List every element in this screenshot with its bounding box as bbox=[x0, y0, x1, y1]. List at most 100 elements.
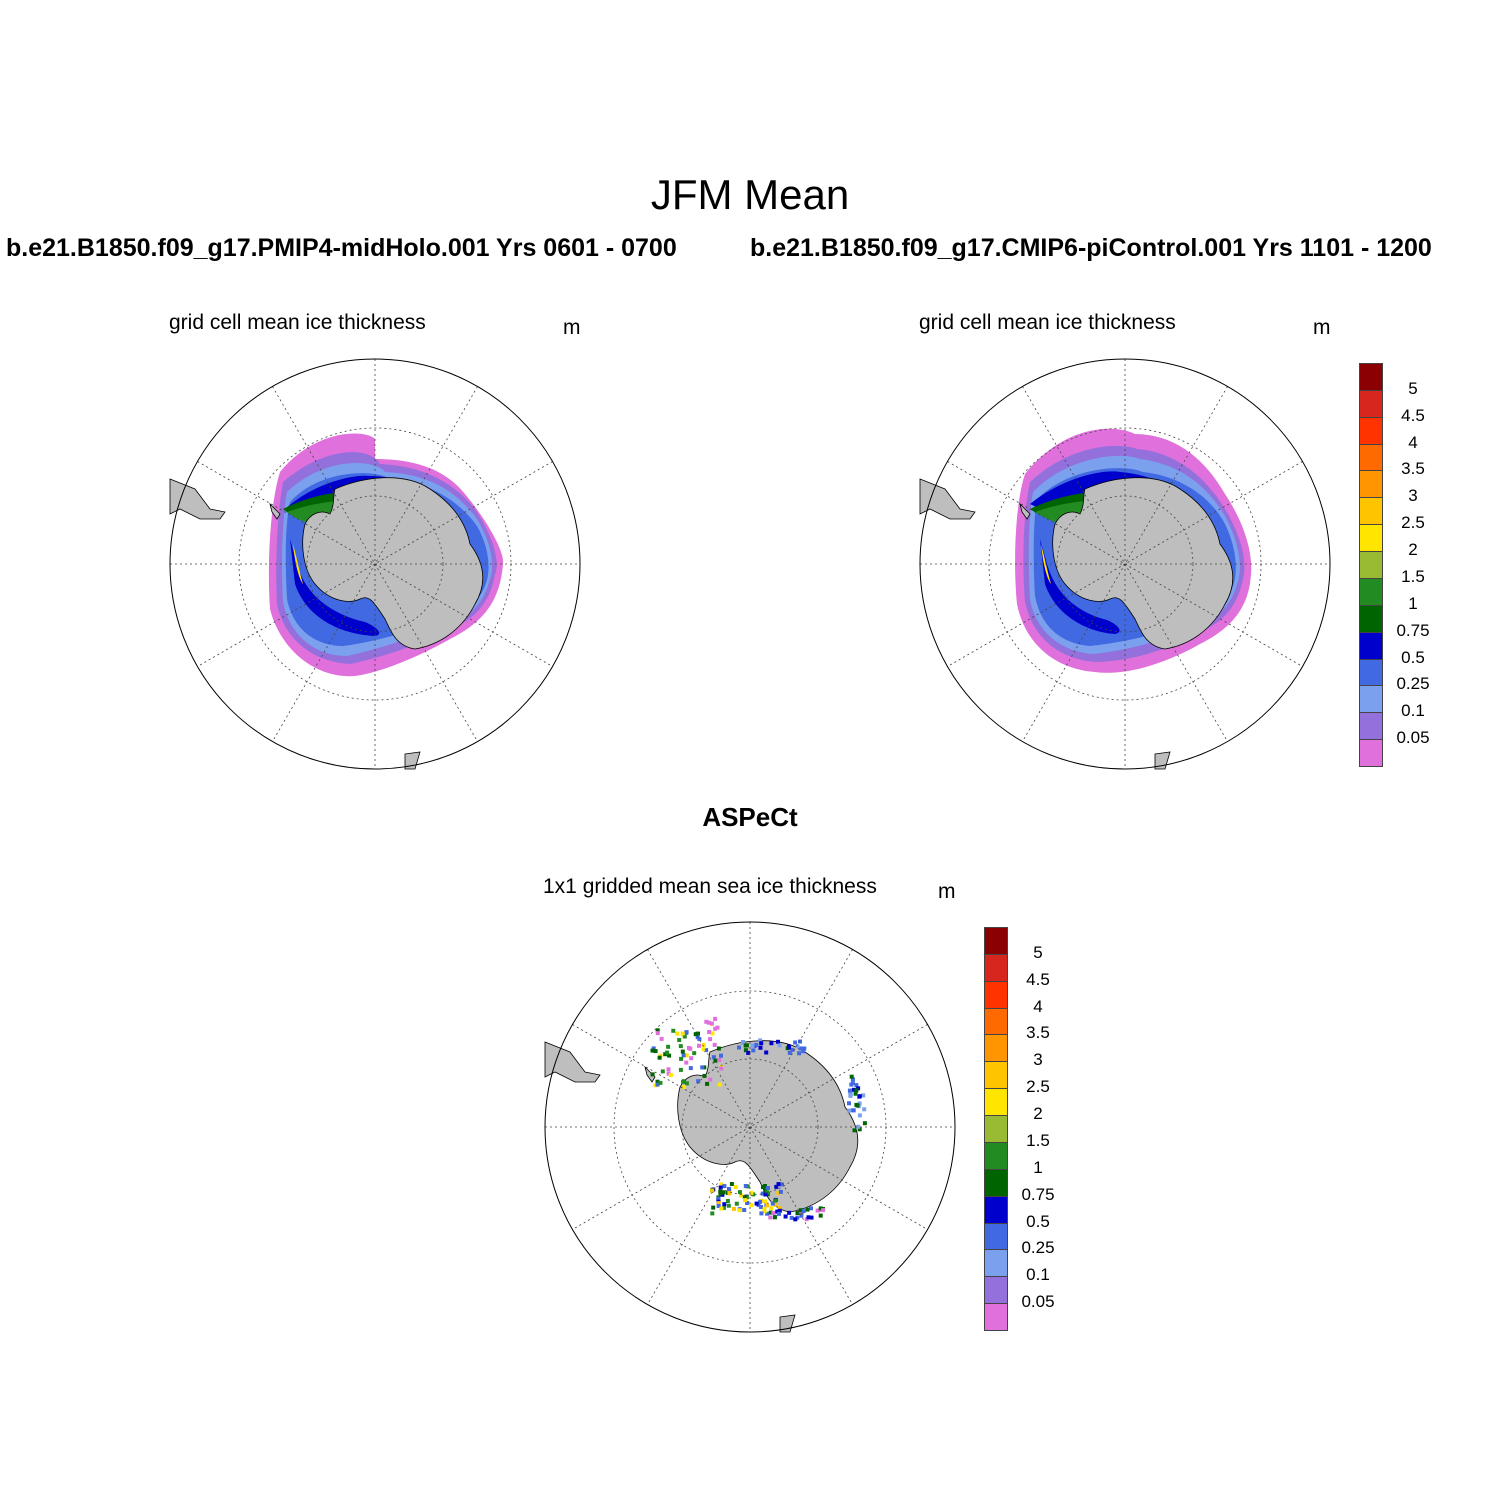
ice-weddell-yellow bbox=[1041, 544, 1051, 584]
observation-cell bbox=[718, 1191, 723, 1196]
observation-cell bbox=[852, 1128, 857, 1133]
observation-cell bbox=[750, 1043, 755, 1048]
observation-cell bbox=[658, 1053, 663, 1058]
observation-cell bbox=[716, 1046, 721, 1051]
polar-map-aspect bbox=[544, 921, 956, 1333]
colorbar-swatch bbox=[1359, 470, 1383, 499]
polar-map-picontrol bbox=[919, 358, 1331, 770]
colorbar-tick-label: 0.1 bbox=[1026, 1265, 1050, 1285]
observation-cell bbox=[763, 1184, 767, 1188]
colorbar-tick-label: 0.75 bbox=[1396, 620, 1430, 640]
observation-cell bbox=[793, 1040, 798, 1045]
observation-cell bbox=[727, 1189, 732, 1194]
observation-cell bbox=[681, 1079, 686, 1084]
observation-cell bbox=[708, 1037, 713, 1042]
observation-cell bbox=[710, 1031, 715, 1036]
observation-cell bbox=[745, 1201, 750, 1205]
colorbar-tick-label: 3 bbox=[1033, 1050, 1043, 1070]
observation-cell bbox=[793, 1217, 798, 1222]
observation-cell bbox=[795, 1044, 800, 1049]
observation-cell bbox=[680, 1049, 685, 1054]
observation-cell bbox=[659, 1036, 664, 1041]
observation-cell bbox=[815, 1208, 820, 1213]
observation-cell bbox=[775, 1209, 780, 1214]
observation-cell bbox=[856, 1124, 861, 1129]
observation-cell bbox=[658, 1080, 663, 1085]
observation-cell bbox=[768, 1215, 773, 1220]
colorbar-swatch bbox=[1359, 551, 1383, 579]
observation-cell bbox=[667, 1053, 672, 1058]
observation-cell bbox=[770, 1201, 775, 1206]
observation-cell bbox=[746, 1050, 751, 1055]
observation-cell bbox=[801, 1049, 806, 1054]
observation-cell bbox=[759, 1041, 764, 1046]
observation-cell bbox=[805, 1207, 810, 1212]
colorbar-swatch bbox=[1359, 712, 1383, 741]
colorbar-tick-label: 0.5 bbox=[1401, 647, 1425, 667]
run-title-midholo: b.e21.B1850.f09_g17.PMIP4-midHolo.001 Yr… bbox=[6, 234, 677, 262]
observation-cell bbox=[712, 1042, 717, 1047]
observation-cell bbox=[739, 1193, 743, 1198]
colorbar-tick-label: 5 bbox=[1408, 378, 1418, 398]
observation-cell bbox=[797, 1051, 802, 1056]
observation-cell bbox=[713, 1026, 718, 1031]
ice-weddell-yellow bbox=[293, 544, 303, 584]
observation-cell bbox=[777, 1211, 781, 1216]
observation-cell bbox=[719, 1182, 724, 1187]
observation-cell bbox=[751, 1048, 756, 1053]
observation-cell bbox=[765, 1190, 769, 1195]
observation-cell bbox=[650, 1072, 655, 1077]
observation-cell bbox=[666, 1071, 671, 1076]
observation-cell bbox=[795, 1211, 800, 1215]
colorbar-swatch bbox=[984, 1276, 1008, 1305]
observation-cell bbox=[713, 1016, 718, 1021]
colorbar-tick-label: 1 bbox=[1408, 593, 1418, 613]
observation-cell bbox=[776, 1191, 781, 1196]
observation-cell bbox=[789, 1215, 794, 1220]
observation-cell bbox=[765, 1211, 770, 1216]
observation-cell bbox=[763, 1192, 768, 1197]
observation-cell bbox=[759, 1205, 764, 1209]
polar-map-midholo bbox=[169, 358, 581, 770]
observation-cell bbox=[715, 1025, 720, 1030]
colorbar-tick-label: 0.05 bbox=[1396, 728, 1430, 748]
colorbar-tick-label: 3.5 bbox=[1026, 1023, 1050, 1043]
units-label-picontrol: m bbox=[1313, 316, 1331, 339]
observation-cells bbox=[650, 1016, 867, 1222]
observation-cell bbox=[693, 1032, 698, 1037]
observation-cell bbox=[821, 1208, 826, 1213]
colorbar-tick-label: 2.5 bbox=[1401, 513, 1425, 533]
figure-title: JFM Mean bbox=[650, 171, 850, 218]
graticule bbox=[170, 359, 580, 769]
observation-cell bbox=[849, 1082, 854, 1087]
observation-cell bbox=[689, 1056, 694, 1061]
observation-cell bbox=[700, 1065, 705, 1070]
observation-cell bbox=[754, 1201, 759, 1206]
observation-cell bbox=[681, 1053, 686, 1058]
observation-cell bbox=[684, 1030, 689, 1035]
colorbar-swatch bbox=[984, 1007, 1008, 1036]
units-label-aspect: m bbox=[938, 880, 956, 903]
observation-cell bbox=[857, 1101, 862, 1106]
observation-cell bbox=[705, 1081, 710, 1086]
observation-cell bbox=[778, 1189, 783, 1194]
observation-cell bbox=[771, 1211, 776, 1215]
variable-label-picontrol: grid cell mean ice thickness bbox=[919, 311, 1176, 334]
observation-cell bbox=[721, 1205, 726, 1210]
observation-cell bbox=[711, 1055, 716, 1060]
colorbar-observation: 5 4.5 4 3.5 3 2.5 2 1.5 1 0.75 0.5 0.25 0.1 0.05 bbox=[984, 927, 1055, 1331]
observation-cell bbox=[679, 1056, 684, 1061]
observation-cell bbox=[787, 1210, 792, 1215]
colorbar-model: 5 4.5 4 3.5 3 2.5 2 1.5 1 0.75 0.5 0.25 0.1 0.05 bbox=[1359, 363, 1430, 767]
graticule bbox=[545, 922, 955, 1332]
colorbar-tick-label: 0.75 bbox=[1021, 1184, 1055, 1204]
colorbar-swatch bbox=[984, 1222, 1008, 1251]
colorbar-swatch bbox=[1359, 631, 1383, 660]
observation-cell bbox=[716, 1201, 721, 1206]
observation-cell bbox=[854, 1088, 859, 1093]
observation-cell bbox=[737, 1190, 742, 1195]
colorbar-swatch bbox=[1359, 416, 1383, 445]
observation-cell bbox=[729, 1182, 734, 1186]
observation-cell bbox=[702, 1065, 707, 1070]
observation-cell bbox=[758, 1045, 763, 1050]
